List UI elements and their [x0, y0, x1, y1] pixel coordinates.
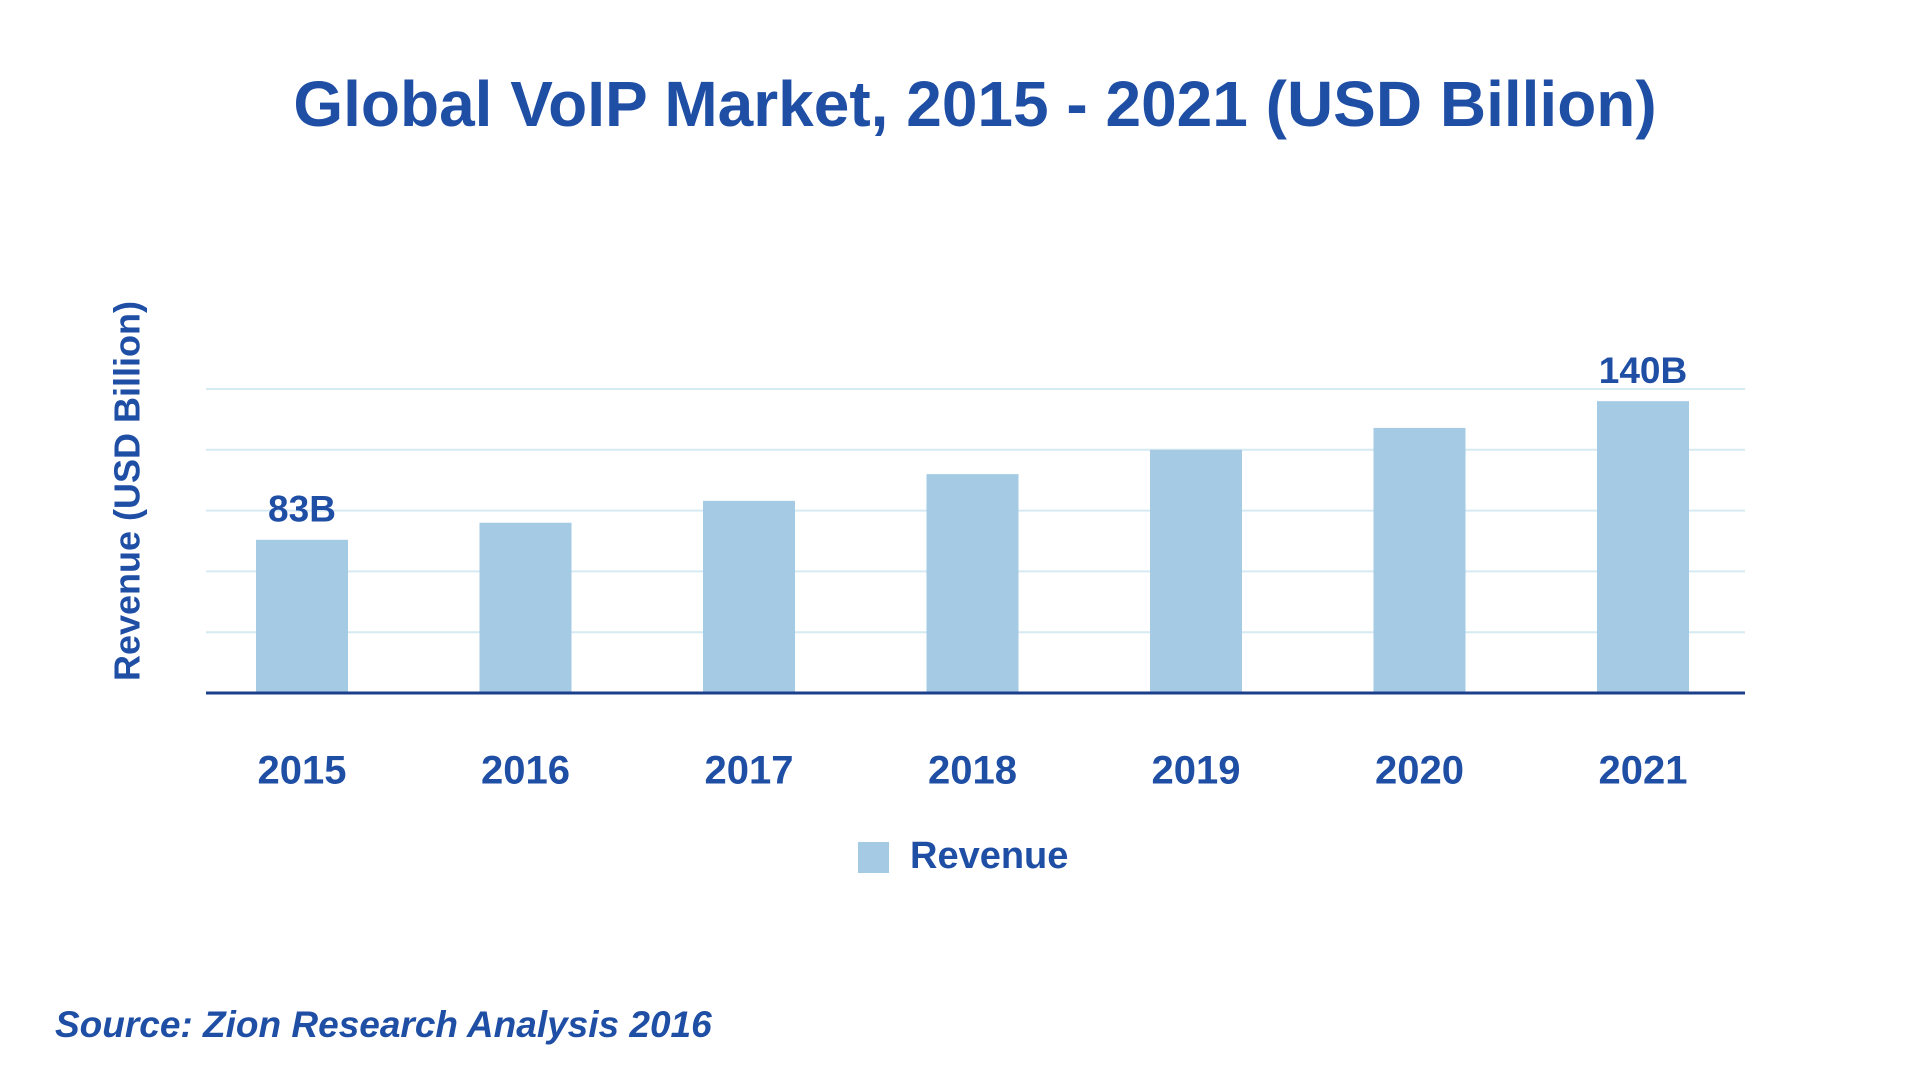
x-tick-label: 2020	[1375, 749, 1464, 793]
data-label: 140B	[1599, 350, 1687, 391]
bar	[703, 500, 795, 693]
bar	[1597, 401, 1689, 693]
x-tick-label: 2016	[481, 749, 570, 793]
legend-label: Revenue	[910, 835, 1068, 877]
x-tick-label: 2018	[928, 749, 1017, 793]
chart-title: Global VoIP Market, 2015 - 2021 (USD Bil…	[293, 68, 1656, 140]
bar	[926, 474, 1019, 693]
bar	[479, 522, 572, 693]
y-axis-label: Revenue (USD Billion)	[107, 301, 148, 681]
x-tick-label: 2021	[1599, 749, 1688, 793]
x-tick-label: 2017	[705, 749, 794, 793]
x-tick-label: 2015	[258, 749, 347, 793]
source-note: Source: Zion Research Analysis 2016	[55, 1004, 712, 1045]
x-tick-label: 2019	[1152, 749, 1241, 793]
legend-swatch	[858, 842, 889, 873]
data-label: 83B	[268, 489, 336, 530]
bar	[1373, 427, 1466, 693]
bar	[256, 539, 348, 693]
bar	[1150, 449, 1242, 693]
